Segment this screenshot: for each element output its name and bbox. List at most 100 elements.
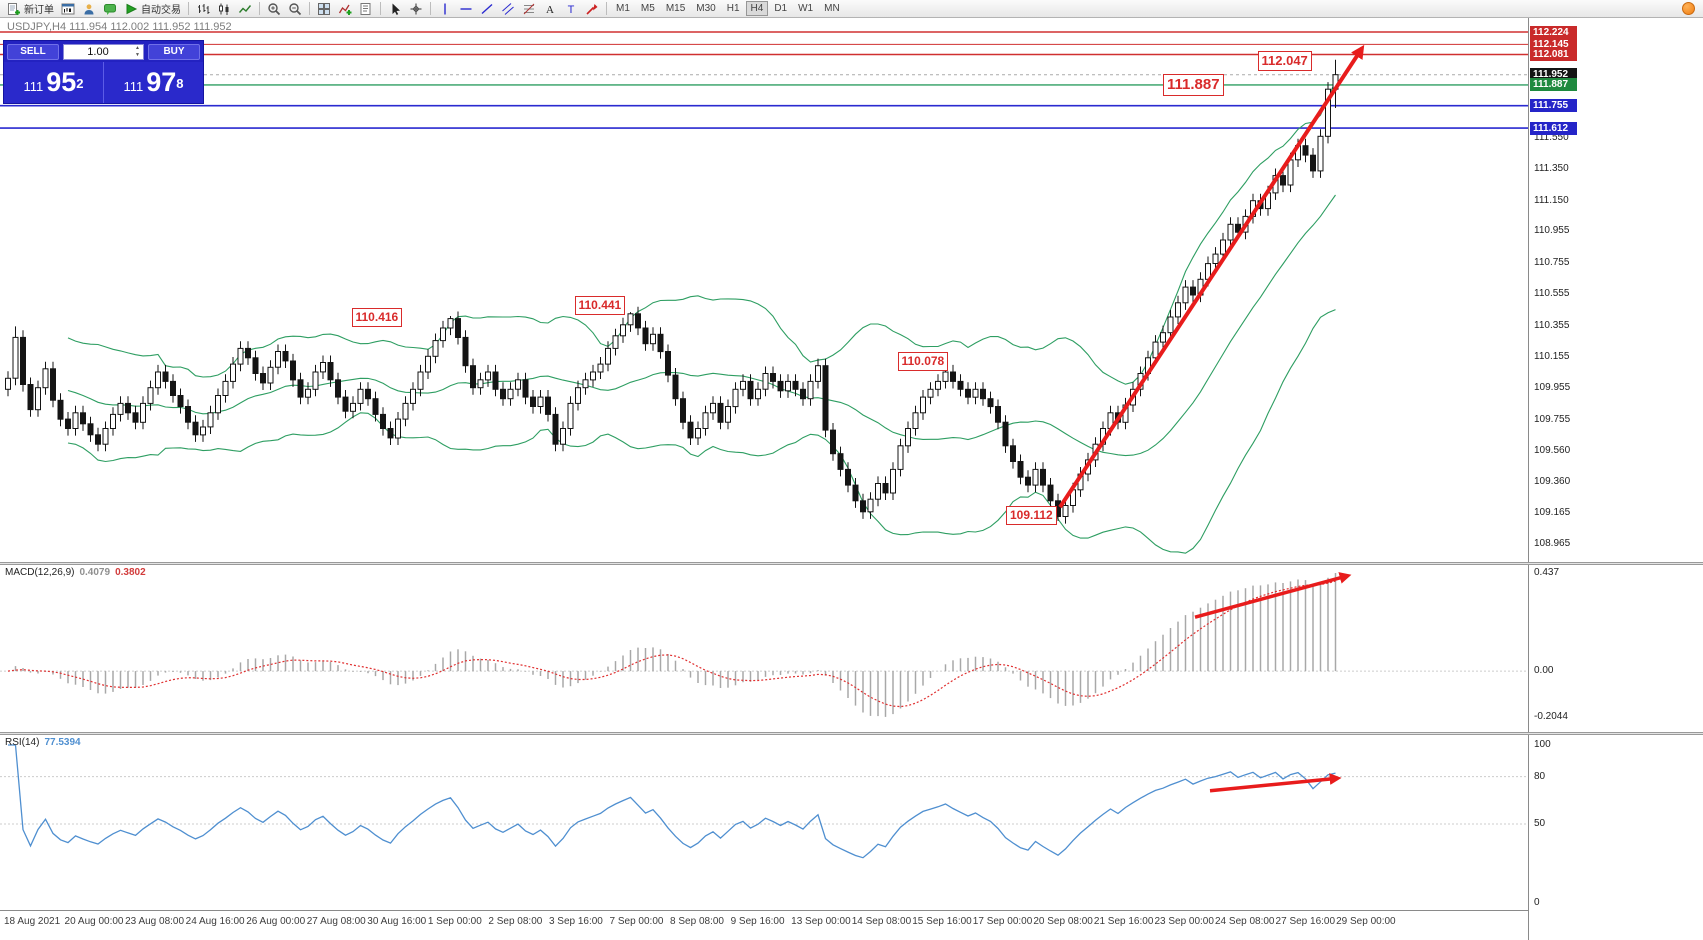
price-axis[interactable]: 111.550 111.350 111.150 110.955 110.755 110.5… — [1528, 18, 1703, 940]
textA-icon: A — [543, 2, 557, 16]
trendline-button[interactable] — [477, 1, 497, 17]
price-tag-111.612: 111.612 — [1530, 121, 1577, 135]
time-axis-label: 13 Sep 00:00 — [791, 916, 851, 927]
toolbar-separator — [430, 2, 431, 15]
rsi-axis-label: 0 — [1534, 897, 1540, 908]
macd-trend-arrow[interactable] — [1194, 572, 1352, 619]
tile-icon — [317, 2, 331, 16]
price-axis-label: 109.360 — [1534, 475, 1571, 487]
play-icon — [124, 2, 138, 16]
zoom-out-button[interactable] — [285, 1, 305, 17]
profiles-icon — [82, 2, 96, 16]
sell-button[interactable]: SELL — [7, 43, 59, 60]
time-axis-label: 24 Aug 16:00 — [185, 916, 245, 927]
panel-separator[interactable] — [0, 732, 1703, 735]
line-chart-button[interactable] — [235, 1, 255, 17]
timeframe-m5-button[interactable]: M5 — [640, 3, 655, 14]
macd-histogram — [14, 573, 1337, 717]
arrows-button[interactable] — [582, 1, 602, 17]
timeframe-mn-button[interactable]: MN — [824, 3, 840, 14]
profiles-button[interactable] — [79, 1, 99, 17]
time-axis[interactable]: 18 Aug 2021 20 Aug 00:00 23 Aug 08:00 24 Au… — [0, 910, 1703, 940]
time-axis-label: 23 Sep 00:00 — [1154, 916, 1214, 927]
chart-ohlc-text: USDJPY,H4 111.954 112.002 111.952 111.95… — [7, 21, 232, 33]
bars-icon — [196, 2, 210, 16]
time-axis-label: 20 Aug 00:00 — [64, 916, 124, 927]
timeframe-m15-button[interactable]: M15 — [665, 3, 686, 14]
horizontal-line-button[interactable] — [456, 1, 476, 17]
time-axis-label: 14 Sep 08:00 — [851, 916, 912, 927]
buy-price-button[interactable]: 111 97 8 — [104, 62, 203, 103]
alerts-button[interactable] — [100, 1, 120, 17]
price-annotation-110.416[interactable]: 110.416 — [351, 308, 403, 328]
timeframe-h4-button[interactable]: H4 — [745, 1, 769, 16]
time-axis-label: 18 Aug 2021 — [4, 916, 61, 927]
volume-spinner[interactable]: ▲ ▼ — [132, 45, 143, 59]
timeframe-h1-button[interactable]: H1 — [726, 3, 740, 14]
timeframe-w1-button[interactable]: W1 — [798, 3, 814, 14]
sell-price-button[interactable]: 111 95 2 — [4, 62, 103, 103]
volume-field: ▲▼ — [63, 43, 144, 60]
panel-separator[interactable] — [0, 562, 1703, 565]
vertical-line-button[interactable] — [435, 1, 455, 17]
zoom-in-button[interactable] — [264, 1, 284, 17]
community-status-icon[interactable] — [1682, 2, 1695, 15]
zoom-out-icon — [288, 2, 302, 16]
main-toolbar: 新订单 自动交易 A T M1 M5 M15 M30 H1 H4 D1 W1 MN — [0, 0, 1703, 18]
horizontal-lines[interactable] — [0, 31, 1528, 129]
toolbar-separator — [309, 2, 310, 15]
time-axis-label: 8 Sep 08:00 — [670, 916, 724, 927]
price-axis-label: 110.755 — [1534, 256, 1570, 268]
chart-window-button[interactable] — [58, 1, 78, 17]
volume-input[interactable] — [64, 45, 132, 58]
indicators-button[interactable] — [335, 1, 355, 17]
time-axis-label: 21 Sep 16:00 — [1093, 916, 1154, 927]
text-button[interactable]: A — [540, 1, 560, 17]
macd-value: 0.4079 — [79, 567, 111, 578]
price-divider — [103, 62, 104, 103]
doc-plus-icon — [7, 2, 21, 16]
timeframe-d1-button[interactable]: D1 — [774, 3, 788, 14]
templates-button[interactable] — [356, 1, 376, 17]
hline-icon — [459, 2, 473, 16]
price-annotation-112.047[interactable]: 112.047 — [1257, 50, 1312, 71]
macd-panel[interactable] — [0, 565, 1528, 732]
channel-icon — [501, 2, 515, 16]
new-order-button[interactable]: 新订单 — [4, 1, 57, 17]
candlestick-chart-button[interactable] — [214, 1, 234, 17]
price-annotation-109.112[interactable]: 109.112 — [1006, 505, 1057, 525]
channel-button[interactable] — [498, 1, 518, 17]
fibonacci-button[interactable] — [519, 1, 539, 17]
rsi-axis-label: 100 — [1534, 739, 1551, 750]
timeframe-m1-button[interactable]: M1 — [616, 3, 630, 14]
spin-down-icon[interactable]: ▼ — [135, 51, 140, 58]
rsi-axis-label: 50 — [1534, 818, 1546, 829]
price-annotation-111.887[interactable]: 111.887 — [1163, 73, 1224, 96]
rsi-trend-arrow[interactable] — [1209, 773, 1342, 793]
price-annotation-110.078[interactable]: 110.078 — [897, 352, 949, 372]
text-label-button[interactable]: T — [561, 1, 581, 17]
bar-chart-button[interactable] — [193, 1, 213, 17]
fibo-icon — [522, 2, 536, 16]
price-chart-panel[interactable] — [0, 18, 1528, 562]
price-axis-label: 109.955 — [1534, 382, 1571, 394]
timeframe-m30-button[interactable]: M30 — [696, 3, 716, 14]
autotrading-button[interactable]: 自动交易 — [121, 1, 184, 17]
time-axis-label: 7 Sep 00:00 — [609, 916, 664, 927]
toolbar-separator — [259, 2, 260, 15]
rsi-panel[interactable] — [0, 735, 1528, 910]
crosshair-button[interactable] — [406, 1, 426, 17]
trend-arrow[interactable] — [1058, 44, 1365, 509]
macd-signal-line — [7, 580, 1336, 708]
textT-icon: T — [564, 2, 578, 16]
price-annotation-110.441[interactable]: 110.441 — [574, 296, 626, 316]
time-axis-label: 3 Sep 16:00 — [548, 916, 603, 927]
cursor-button[interactable] — [385, 1, 405, 17]
price-axis-label: 109.165 — [1534, 506, 1571, 518]
buy-button[interactable]: BUY — [148, 43, 200, 60]
tile-windows-button[interactable] — [314, 1, 334, 17]
indicator-icon — [338, 2, 352, 16]
spin-up-icon[interactable]: ▲ — [135, 44, 140, 51]
price-tag-112.224: 112.224 — [1530, 25, 1577, 39]
